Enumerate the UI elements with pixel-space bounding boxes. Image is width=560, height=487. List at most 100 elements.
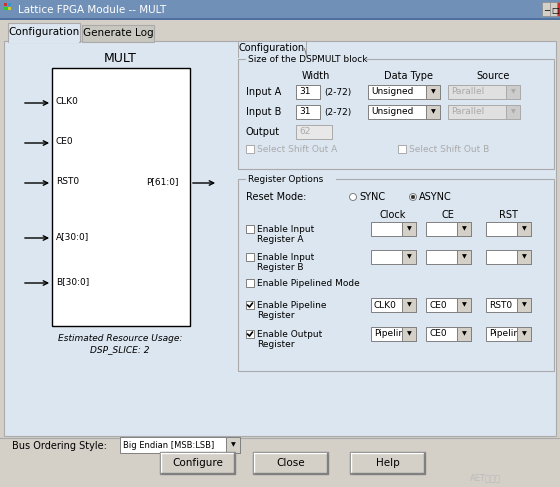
Text: 62: 62 — [299, 128, 310, 136]
Text: CE0: CE0 — [429, 330, 447, 338]
Bar — [226, 437, 240, 453]
Text: Input B: Input B — [246, 107, 281, 117]
Bar — [517, 250, 531, 264]
Bar — [0, 0, 560, 20]
Bar — [457, 222, 471, 236]
Text: ✕: ✕ — [558, 5, 560, 15]
Text: Pipelin…: Pipelin… — [489, 330, 528, 338]
Bar — [371, 298, 416, 312]
Text: Parallel: Parallel — [451, 108, 484, 116]
Text: Select Shift Out A: Select Shift Out A — [257, 145, 337, 153]
Bar — [486, 222, 531, 236]
Text: Input A: Input A — [246, 87, 281, 97]
Text: Pipelin…: Pipelin… — [374, 330, 413, 338]
Text: ▼: ▼ — [231, 443, 235, 448]
Text: Close: Close — [276, 457, 305, 468]
Text: Big Endian [MSB:LSB]: Big Endian [MSB:LSB] — [123, 441, 214, 450]
Text: Source: Source — [477, 71, 510, 81]
Bar — [371, 222, 416, 236]
Text: 31: 31 — [299, 88, 310, 96]
Text: ▼: ▼ — [521, 302, 526, 307]
Bar — [253, 451, 328, 473]
Bar — [4, 3, 7, 6]
Text: ▼: ▼ — [461, 255, 466, 260]
Text: Configuration: Configuration — [239, 43, 305, 53]
Bar — [246, 225, 254, 233]
Bar — [8, 3, 11, 6]
Bar — [426, 85, 440, 99]
Bar — [486, 250, 531, 264]
Bar — [238, 41, 306, 57]
Bar — [542, 2, 552, 16]
Bar — [368, 85, 440, 99]
Text: Enable Pipeline
Register: Enable Pipeline Register — [257, 301, 326, 320]
Text: ▼: ▼ — [461, 226, 466, 231]
Text: ▼: ▼ — [407, 332, 412, 337]
Text: Data Type: Data Type — [384, 71, 432, 81]
Text: Generate Log: Generate Log — [83, 28, 153, 38]
Bar — [246, 54, 366, 64]
Text: Help: Help — [376, 457, 399, 468]
Text: Configure: Configure — [172, 457, 223, 468]
Text: Reset Mode:: Reset Mode: — [246, 192, 306, 202]
Text: Register Options: Register Options — [248, 174, 323, 184]
Bar — [246, 301, 254, 309]
Text: Estimated Resource Usage:
DSP_SLICE: 2: Estimated Resource Usage: DSP_SLICE: 2 — [58, 334, 182, 354]
Bar — [486, 298, 531, 312]
Bar — [448, 85, 520, 99]
Bar — [517, 327, 531, 341]
Bar — [371, 327, 416, 341]
Text: CLK0: CLK0 — [374, 300, 397, 310]
Bar — [486, 327, 531, 341]
Text: 31: 31 — [299, 108, 310, 116]
Text: CE: CE — [442, 210, 454, 220]
Bar — [368, 105, 440, 119]
Bar — [448, 105, 520, 119]
Text: B[30:0]: B[30:0] — [56, 278, 89, 286]
Text: P[61:0]: P[61:0] — [146, 177, 179, 187]
Bar — [246, 279, 254, 287]
Bar — [246, 253, 254, 261]
Text: ▼: ▼ — [431, 110, 435, 114]
Bar — [82, 25, 154, 42]
Text: Parallel: Parallel — [451, 88, 484, 96]
Bar — [457, 327, 471, 341]
Text: (2-72): (2-72) — [324, 88, 351, 96]
Text: Size of the DSPMULT block: Size of the DSPMULT block — [248, 55, 367, 63]
Bar — [238, 179, 554, 371]
Bar — [350, 451, 425, 473]
Bar — [506, 85, 520, 99]
Text: Width: Width — [302, 71, 330, 81]
Bar — [517, 298, 531, 312]
Text: A[30:0]: A[30:0] — [56, 232, 89, 242]
Text: Clock: Clock — [380, 210, 406, 220]
Text: ▼: ▼ — [511, 110, 515, 114]
Text: CLK0: CLK0 — [56, 97, 79, 107]
Bar — [398, 145, 406, 153]
Text: Output: Output — [246, 127, 280, 137]
Bar — [9, 41, 79, 43]
Bar — [120, 437, 240, 453]
Bar — [402, 327, 416, 341]
Text: Enable Pipelined Mode: Enable Pipelined Mode — [257, 279, 360, 287]
Bar — [0, 20, 560, 45]
Text: Bus Ordering Style:: Bus Ordering Style: — [12, 441, 107, 451]
Circle shape — [411, 195, 415, 199]
Bar — [557, 2, 560, 16]
Bar — [426, 298, 471, 312]
Bar — [517, 222, 531, 236]
Bar — [296, 105, 320, 119]
Bar — [246, 330, 254, 338]
Text: □: □ — [551, 5, 559, 15]
Text: ASYNC: ASYNC — [419, 192, 452, 202]
Bar — [52, 68, 190, 326]
Text: ▼: ▼ — [407, 302, 412, 307]
Bar — [238, 59, 554, 169]
Text: Select Shift Out B: Select Shift Out B — [409, 145, 489, 153]
Text: Unsigned: Unsigned — [371, 108, 413, 116]
Text: ▼: ▼ — [461, 302, 466, 307]
Bar — [0, 18, 560, 20]
Bar — [506, 105, 520, 119]
Text: ▼: ▼ — [461, 332, 466, 337]
Bar — [296, 85, 320, 99]
